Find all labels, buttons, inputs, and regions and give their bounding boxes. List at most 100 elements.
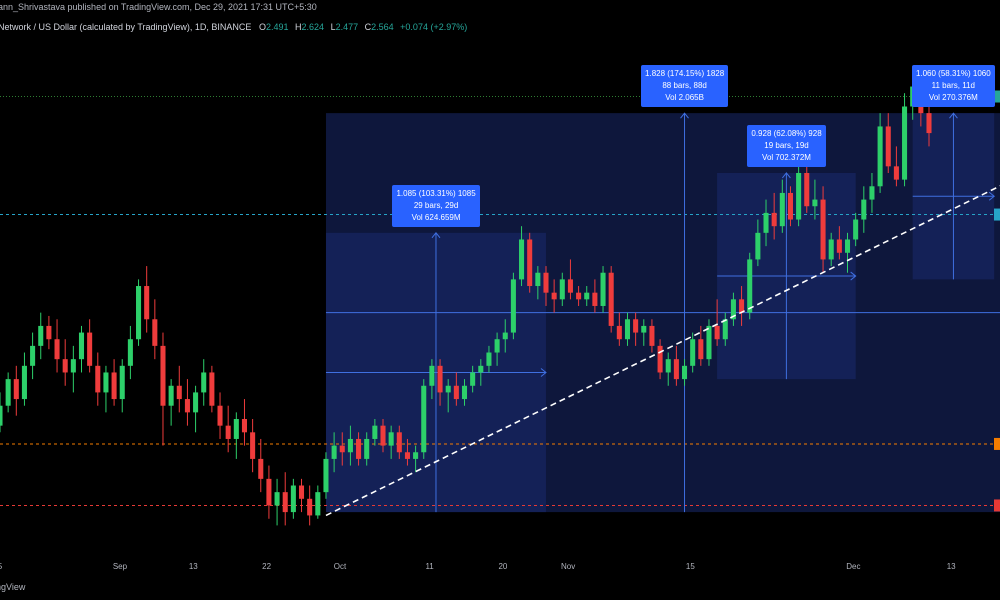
candle — [478, 359, 484, 386]
candle-body — [331, 445, 337, 459]
candle — [160, 332, 166, 446]
candle-body — [347, 438, 353, 453]
candle — [209, 365, 215, 413]
candle — [119, 359, 125, 413]
candle — [779, 179, 785, 233]
ohlc-high-value: 2.624 — [301, 22, 325, 32]
candle-body — [193, 392, 199, 413]
candle — [771, 192, 777, 240]
candle — [584, 286, 590, 306]
candle-body — [747, 259, 753, 313]
candle-body — [706, 325, 712, 360]
candle — [453, 372, 459, 406]
candle-body — [176, 385, 182, 400]
candle — [30, 332, 36, 380]
candle-body — [535, 272, 541, 287]
candle — [861, 186, 867, 233]
candle-body — [62, 359, 68, 373]
candle — [323, 452, 329, 499]
candle-body — [820, 199, 826, 260]
x-tick-label: 20 — [498, 562, 507, 571]
candle — [747, 252, 753, 320]
candle — [551, 279, 557, 313]
candle — [201, 359, 207, 406]
measurement-label-line: 29 bars, 29d — [413, 200, 459, 210]
x-tick-label: Sep — [113, 562, 128, 571]
candle-body — [682, 365, 688, 380]
ohlc-low-value: 2.477 — [335, 22, 359, 32]
ohlc-close-key: C — [364, 22, 372, 32]
candle — [127, 325, 133, 380]
candle — [657, 339, 663, 380]
ohlc-low-key: L — [330, 22, 336, 32]
candle — [241, 399, 247, 446]
measurement-label-line: 1.060 (58.31%) 1060 — [915, 69, 991, 79]
candle — [836, 226, 842, 260]
measurement-label-line: Vol 702.372M — [762, 152, 811, 162]
horizontal-levels — [0, 96, 1000, 506]
candle — [46, 315, 52, 350]
candle-body — [46, 325, 52, 340]
candle — [820, 186, 826, 273]
candle-body — [209, 372, 215, 406]
candle — [339, 432, 345, 466]
candle-body — [404, 452, 410, 459]
candle-body — [665, 359, 671, 373]
candle — [902, 93, 908, 187]
candle-body — [494, 339, 500, 353]
symbol-info: Network / US Dollar (calculated by Tradi… — [0, 21, 467, 34]
candle — [722, 312, 728, 346]
measurement-label-line: 11 bars, 11d — [931, 81, 975, 91]
candle-body — [445, 385, 451, 393]
candle-body — [250, 432, 256, 459]
candle-body — [30, 345, 36, 366]
candle — [486, 345, 492, 373]
candle-body — [38, 325, 44, 346]
measurement-label-line: Vol 270.376M — [928, 93, 978, 103]
candle — [78, 325, 85, 373]
price-badge-1 — [994, 90, 1000, 103]
candle — [103, 365, 109, 413]
candle-body — [144, 286, 150, 320]
measurement-arrowhead-right-4 — [988, 191, 995, 201]
candle — [413, 445, 419, 473]
candle-body — [54, 339, 60, 360]
candle — [404, 438, 410, 466]
candle-body — [266, 478, 272, 506]
candle — [763, 199, 769, 247]
candle-body — [771, 212, 777, 227]
candle-body — [372, 425, 378, 439]
candle — [608, 266, 614, 333]
candle — [926, 99, 932, 147]
candle-body — [87, 332, 93, 366]
candle — [364, 432, 370, 466]
candle — [682, 359, 688, 386]
candle-body — [470, 372, 476, 386]
measurement-label-line: Vol 624.659M — [411, 212, 461, 222]
candle — [665, 352, 671, 386]
candle-body — [95, 365, 101, 393]
measurement-label-line: 1.828 (174.15%) 1828 — [645, 69, 725, 79]
candle — [527, 232, 533, 293]
candle — [331, 432, 337, 473]
footer-brand: ingView — [0, 582, 26, 592]
candle — [298, 478, 305, 513]
x-tick-label: 5 — [0, 562, 3, 571]
candle — [494, 332, 500, 366]
candle-body — [690, 339, 696, 366]
candle — [70, 345, 76, 393]
candle — [559, 272, 565, 306]
candle-body — [453, 385, 459, 400]
candle — [225, 405, 231, 453]
candle — [796, 159, 802, 227]
candle-body — [559, 279, 565, 300]
candle-body — [641, 325, 647, 333]
candle — [592, 279, 598, 313]
candle — [95, 352, 101, 406]
price-badge-3 — [994, 437, 1000, 450]
candle-body — [502, 332, 508, 340]
candle — [649, 319, 655, 353]
candle — [885, 113, 891, 173]
candle-body — [567, 279, 573, 293]
